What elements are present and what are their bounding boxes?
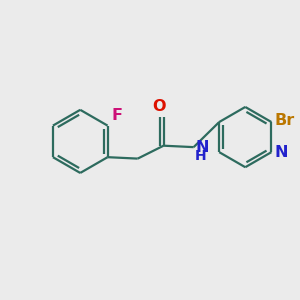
Text: N: N xyxy=(275,145,288,160)
Text: H: H xyxy=(195,149,207,163)
Text: Br: Br xyxy=(275,113,295,128)
Text: F: F xyxy=(111,108,122,123)
Text: O: O xyxy=(152,99,166,114)
Text: N: N xyxy=(195,140,208,154)
